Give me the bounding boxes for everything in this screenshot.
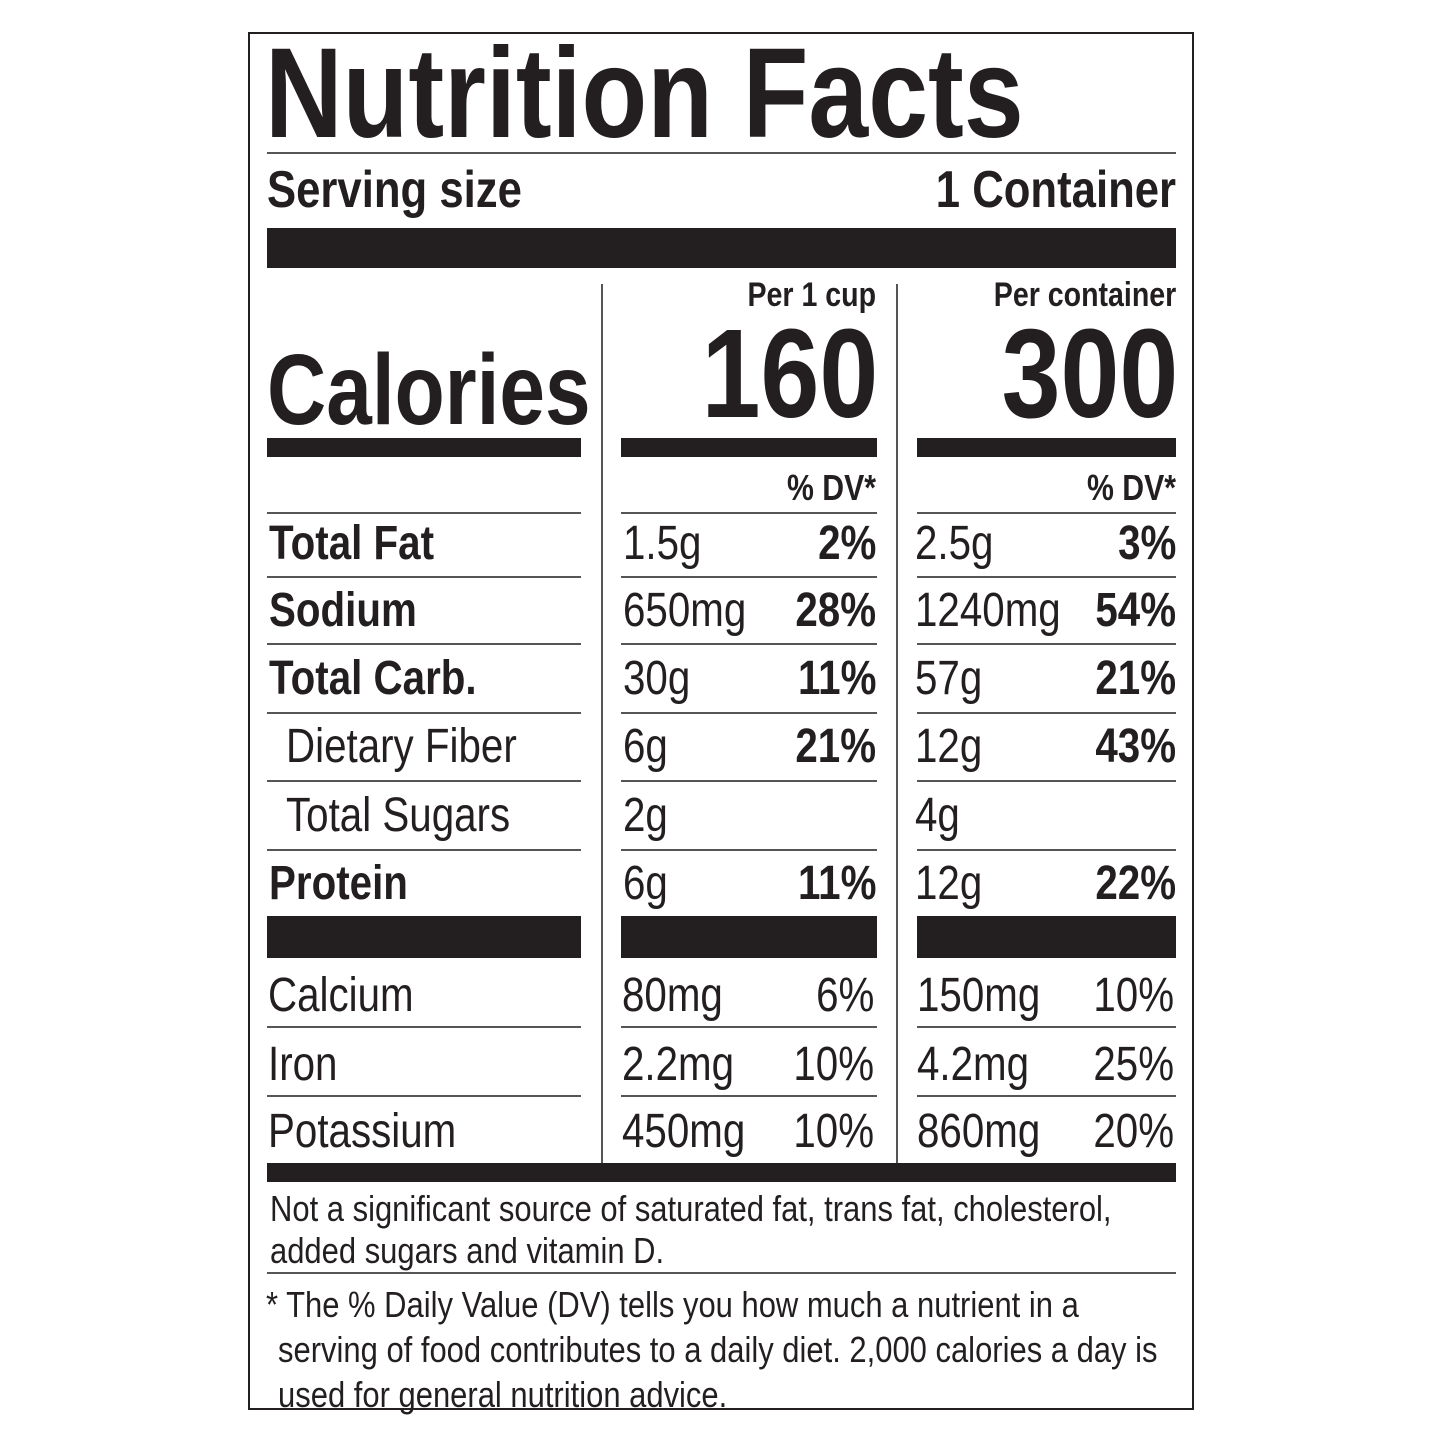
- serving-size-label: Serving size: [267, 161, 522, 219]
- nutrient-name: Total Carb.: [269, 652, 477, 705]
- calories-label: Calories: [267, 334, 591, 446]
- calories-bar: [621, 438, 877, 457]
- calories-bar: [267, 438, 581, 457]
- row-divider: [917, 512, 1176, 514]
- calories-bar: [917, 438, 1176, 457]
- dv-container: 54%: [1095, 584, 1176, 637]
- row-divider: [621, 780, 877, 782]
- nutrient-name: Dietary Fiber: [286, 720, 517, 773]
- amount-container: 2.5g: [915, 517, 994, 570]
- dv-cup: 10%: [793, 1038, 874, 1091]
- row-divider: [621, 512, 877, 514]
- row-divider: [917, 780, 1176, 782]
- dv-cup: 21%: [795, 720, 876, 773]
- dv-container: 43%: [1095, 720, 1176, 773]
- row-divider: [621, 1095, 877, 1097]
- footnote-nutrients: Not a significant source of saturated fa…: [270, 1188, 1112, 1271]
- amount-container: 12g: [915, 857, 983, 910]
- amount-cup: 6g: [623, 857, 668, 910]
- amount-container: 57g: [915, 652, 983, 705]
- amount-container: 1240mg: [915, 584, 1061, 637]
- row-divider: [917, 849, 1176, 851]
- row-divider: [267, 1026, 581, 1028]
- row-divider: [621, 576, 877, 578]
- row-divider: [917, 1026, 1176, 1028]
- section-bar: [267, 916, 581, 958]
- amount-container: 150mg: [917, 969, 1041, 1022]
- mineral-name: Potassium: [268, 1105, 457, 1158]
- dv-cup: 6%: [815, 969, 874, 1022]
- amount-cup: 6g: [623, 720, 668, 773]
- amount-cup: 450mg: [622, 1105, 746, 1158]
- dv-container: 25%: [1093, 1038, 1174, 1091]
- row-divider: [267, 576, 581, 578]
- amount-cup: 1.5g: [623, 517, 702, 570]
- nutrient-name: Total Fat: [269, 517, 435, 570]
- label-frame: [248, 32, 1194, 1410]
- amount-cup: 30g: [623, 652, 691, 705]
- calories-cup: 160: [701, 303, 878, 444]
- amount-cup: 650mg: [623, 584, 747, 637]
- column-divider: [896, 284, 898, 1164]
- dv-container: 20%: [1093, 1105, 1174, 1158]
- serving-size-value: 1 Container: [935, 161, 1176, 219]
- amount-container: 12g: [915, 720, 983, 773]
- dv-container: 10%: [1093, 969, 1174, 1022]
- dv-header-container: % DV*: [1086, 467, 1176, 508]
- calories-container: 300: [1001, 303, 1178, 444]
- dv-cup: 11%: [797, 857, 876, 910]
- column-header-cup: Per 1 cup: [747, 276, 876, 314]
- dv-container: 22%: [1095, 857, 1176, 910]
- dv-cup: 10%: [793, 1105, 874, 1158]
- row-divider: [621, 849, 877, 851]
- mineral-name: Calcium: [268, 969, 414, 1022]
- row-divider: [917, 576, 1176, 578]
- section-bar: [917, 916, 1176, 958]
- thick-divider: [267, 1163, 1176, 1182]
- footnote-text: * The % Daily Value (DV) tells you how m…: [266, 1284, 1158, 1415]
- amount-container: 4.2mg: [917, 1038, 1030, 1091]
- divider: [267, 1272, 1176, 1274]
- row-divider: [917, 1095, 1176, 1097]
- row-divider: [917, 643, 1176, 645]
- row-divider: [917, 712, 1176, 714]
- amount-cup: 80mg: [622, 969, 723, 1022]
- nutrient-name: Total Sugars: [286, 789, 511, 842]
- title: Nutrition Facts: [265, 22, 1024, 165]
- column-header-container: Per container: [993, 276, 1176, 314]
- dv-cup: 28%: [795, 584, 876, 637]
- amount-cup: 2.2mg: [622, 1038, 735, 1091]
- dv-container: 3%: [1117, 517, 1176, 570]
- row-divider: [621, 712, 877, 714]
- dv-header-cup: % DV*: [786, 467, 876, 508]
- divider: [267, 152, 1176, 154]
- amount-container: 4g: [915, 789, 960, 842]
- thick-divider: [267, 228, 1176, 268]
- row-divider: [621, 1026, 877, 1028]
- row-divider: [267, 712, 581, 714]
- nutrient-name: Sodium: [269, 584, 417, 637]
- section-bar: [621, 916, 877, 958]
- mineral-name: Iron: [268, 1038, 338, 1091]
- amount-cup: 2g: [623, 789, 668, 842]
- footnote-daily-value: * The % Daily Value (DV) tells you how m…: [266, 1282, 1160, 1417]
- row-divider: [267, 1095, 581, 1097]
- row-divider: [267, 643, 581, 645]
- row-divider: [267, 849, 581, 851]
- amount-container: 860mg: [917, 1105, 1041, 1158]
- row-divider: [267, 512, 581, 514]
- dv-cup: 11%: [797, 652, 876, 705]
- dv-container: 21%: [1095, 652, 1176, 705]
- row-divider: [267, 780, 581, 782]
- column-divider: [601, 284, 603, 1164]
- dv-cup: 2%: [817, 517, 876, 570]
- row-divider: [621, 643, 877, 645]
- nutrient-name: Protein: [269, 857, 408, 910]
